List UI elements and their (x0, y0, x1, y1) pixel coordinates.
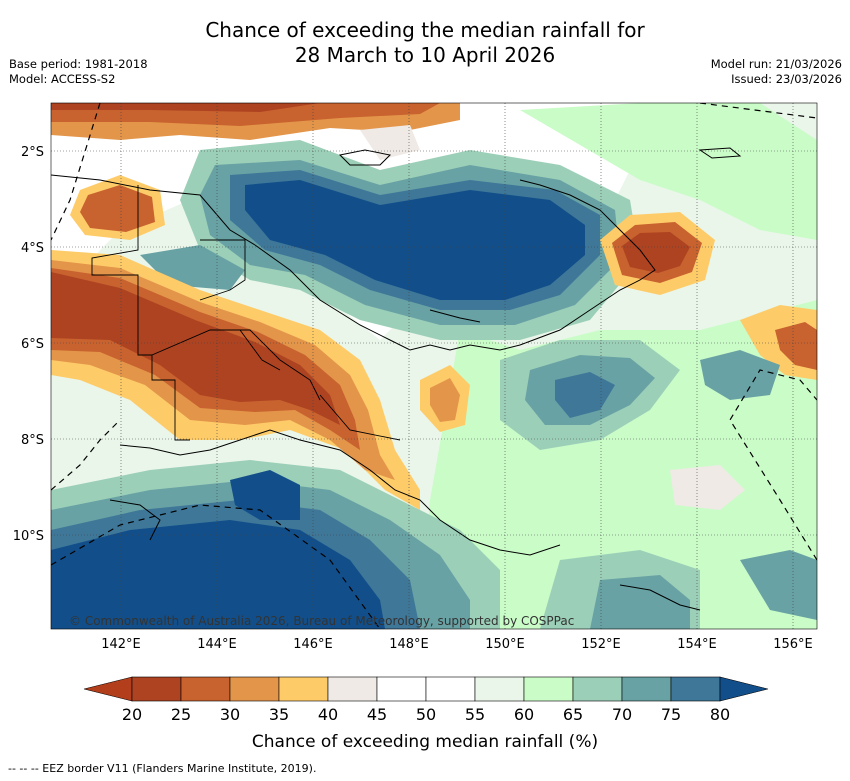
graticule (51, 103, 817, 629)
colorbar-tick-label: 20 (122, 705, 142, 724)
colorbar-bin (327, 676, 378, 702)
coastlines (51, 147, 742, 611)
lat-label-10s: 10°S (13, 529, 44, 544)
lat-label-2s: 2°S (21, 145, 44, 160)
colorbar-bin (278, 676, 329, 702)
lon-labels: 142°E 144°E 146°E 148°E 150°E 152°E 154°… (101, 637, 813, 652)
eez-footnote: -- -- -- EEZ border V11 (Flanders Marine… (8, 762, 317, 775)
colorbar-bin (425, 676, 476, 702)
colorbar-tick-label: 25 (171, 705, 191, 724)
colorbar-bin (229, 676, 280, 702)
lon-label-142e: 142°E (101, 637, 141, 652)
colorbar-tick-label: 75 (661, 705, 681, 724)
colorbar-bin (621, 676, 672, 702)
lon-label-144e: 144°E (197, 637, 237, 652)
model-name: Model: ACCESS-S2 (9, 72, 116, 86)
lat-labels: 2°S 4°S 6°S 8°S 10°S (13, 145, 44, 544)
colorbar-tick-label: 45 (367, 705, 387, 724)
colorbar-bin (131, 676, 182, 702)
lon-label-152e: 152°E (581, 637, 621, 652)
colorbar-bin (670, 676, 721, 702)
colorbar-bin (523, 676, 574, 702)
colorbar (83, 676, 769, 702)
model-run: Model run: 21/03/2026 (710, 57, 842, 71)
colorbar-bin (376, 676, 427, 702)
colorbar-tick-label: 30 (220, 705, 240, 724)
lat-label-4s: 4°S (21, 241, 44, 256)
colorbar-tick-label: 50 (416, 705, 436, 724)
lon-label-150e: 150°E (485, 637, 525, 652)
colorbar-extend-high (719, 676, 769, 702)
colorbar-bin (572, 676, 623, 702)
colorbar-tick-label: 35 (269, 705, 289, 724)
colorbar-label: Chance of exceeding median rainfall (%) (251, 732, 599, 752)
colorbar-tick-label: 80 (710, 705, 730, 724)
colorbar-bin (180, 676, 231, 702)
lon-label-154e: 154°E (677, 637, 717, 652)
meta-right: Model run: 21/03/2026 Issued: 23/03/2026 (711, 57, 842, 87)
map-frame (50, 102, 818, 630)
chart-title: Chance of exceeding the median rainfall … (0, 18, 850, 68)
issued-date: Issued: 23/03/2026 (731, 72, 842, 86)
province-borders (91, 185, 401, 441)
colorbar-bin (474, 676, 525, 702)
copyright-notice: © Commonwealth of Australia 2026, Bureau… (69, 614, 574, 628)
meta-left: Base period: 1981-2018 Model: ACCESS-S2 (9, 57, 148, 87)
title-line-1: Chance of exceeding the median rainfall … (205, 18, 645, 42)
colorbar-tick-label: 65 (563, 705, 583, 724)
lat-label-8s: 8°S (21, 433, 44, 448)
colorbar-tick-label: 55 (465, 705, 485, 724)
colorbar-tick-label: 60 (514, 705, 534, 724)
lon-label-148e: 148°E (389, 637, 429, 652)
rainfall-field (51, 103, 817, 629)
colorbar-tick-label: 40 (318, 705, 338, 724)
lon-label-146e: 146°E (293, 637, 333, 652)
colorbar-extend-low (83, 676, 133, 702)
lat-label-6s: 6°S (21, 337, 44, 352)
title-line-2: 28 March to 10 April 2026 (294, 43, 556, 67)
base-period: Base period: 1981-2018 (9, 57, 148, 71)
lon-label-156e: 156°E (773, 637, 813, 652)
colorbar-ticks: 20 25 30 35 40 45 50 55 60 65 70 75 80 (122, 705, 730, 724)
colorbar-tick-label: 70 (612, 705, 632, 724)
eez-borders (51, 103, 817, 629)
